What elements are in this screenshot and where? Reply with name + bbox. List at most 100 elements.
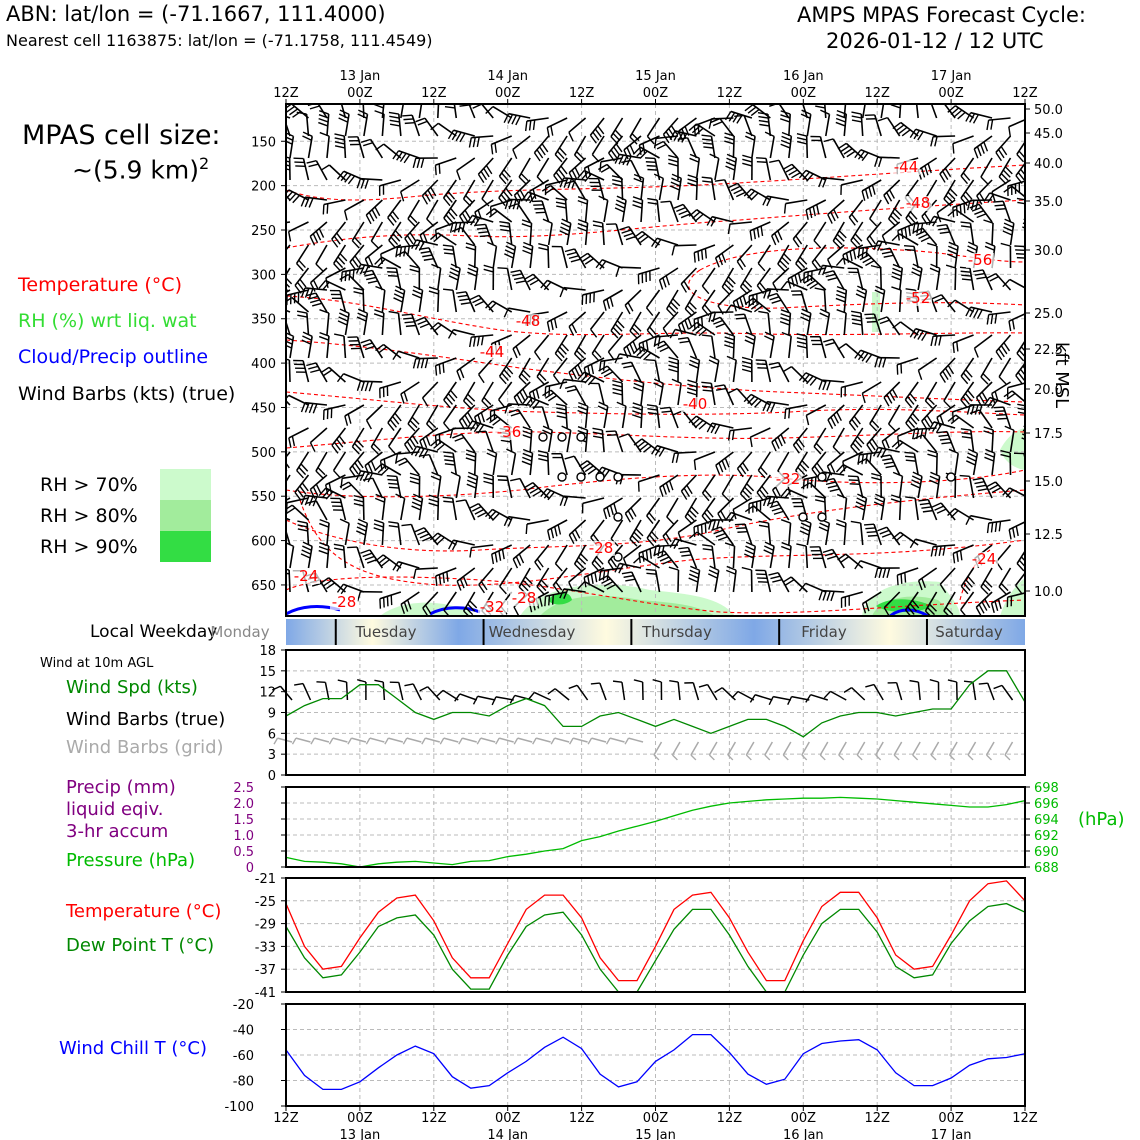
calm-circle	[613, 512, 623, 522]
barb-feather	[407, 423, 416, 432]
barb-feather	[339, 312, 349, 318]
barb-feather	[673, 539, 680, 549]
wind-barb	[418, 104, 423, 119]
barb-feather	[522, 426, 532, 431]
wind-barb	[365, 404, 383, 430]
barb-feather	[633, 438, 643, 446]
wind-barb	[503, 112, 531, 126]
barb-feather	[309, 235, 316, 246]
barb-feather	[657, 343, 667, 350]
wind-barb	[615, 266, 642, 277]
wind-barb	[309, 427, 328, 452]
barb-feather	[308, 288, 314, 299]
barb-feather	[597, 405, 608, 411]
barb-feather	[463, 400, 472, 409]
barb-staff	[459, 693, 478, 701]
barb-feather	[915, 230, 926, 237]
barb-feather	[362, 142, 373, 147]
barb-feather	[949, 754, 956, 761]
barb-feather	[747, 395, 756, 405]
barb-feather	[800, 113, 811, 119]
barb-feather	[387, 274, 399, 277]
barb-feather	[442, 573, 445, 584]
wind-barb-true	[547, 688, 570, 701]
barb-feather	[651, 531, 659, 540]
barb-feather	[835, 523, 846, 528]
temperature-contour-label: -28	[332, 593, 357, 611]
kft-tick-label: 22.5	[1034, 343, 1063, 358]
barb-feather	[311, 582, 322, 587]
bottom-time-tick: 12Z	[569, 1111, 595, 1126]
barb-feather	[838, 754, 845, 761]
barb-feather	[724, 136, 735, 141]
barb-feather	[465, 449, 476, 454]
barb-feather	[927, 242, 938, 247]
barb-feather	[856, 754, 863, 761]
barb-feather	[269, 392, 278, 397]
barb-feather	[419, 686, 428, 692]
barb-feather	[519, 391, 526, 401]
wind-barb	[624, 497, 642, 523]
barb-feather	[654, 239, 662, 249]
wind-barb	[717, 289, 734, 315]
barb-feather	[990, 399, 998, 409]
barb-feather	[726, 565, 737, 571]
wind-barb	[791, 290, 809, 313]
legend-rh80: RH > 80%	[40, 505, 138, 527]
barb-feather	[342, 484, 352, 491]
barb-staff	[607, 334, 624, 353]
barb-feather	[956, 551, 959, 562]
wind-barb-true	[435, 689, 459, 701]
barb-feather	[401, 313, 412, 316]
wind-barb-true	[698, 683, 718, 701]
barb-feather	[309, 442, 316, 452]
wind-barb	[890, 494, 902, 521]
barb-feather	[564, 248, 575, 253]
barb-feather	[390, 236, 399, 246]
barb-feather	[373, 313, 384, 318]
barb-feather	[770, 575, 781, 580]
wind-barb	[848, 199, 864, 226]
wind-barb	[510, 269, 531, 291]
wind-barb	[741, 566, 753, 593]
barb-feather	[375, 143, 385, 151]
wind-barb	[869, 199, 882, 227]
wind-barb	[339, 273, 365, 291]
barb-feather	[857, 351, 865, 361]
barb-feather	[336, 170, 345, 180]
barb-feather	[797, 140, 808, 145]
barb-staff	[427, 686, 441, 701]
barb-feather	[968, 448, 978, 454]
barb-feather	[534, 351, 541, 361]
barb-feather	[886, 394, 893, 404]
wind-barb	[904, 591, 920, 616]
barb-feather	[454, 693, 461, 702]
barb-feather	[443, 451, 454, 454]
barb-staff	[370, 221, 384, 242]
barb-feather	[409, 268, 420, 273]
barb-feather	[782, 163, 793, 170]
wind-barb	[847, 267, 864, 291]
barb-feather	[700, 316, 704, 327]
wind-barb	[568, 117, 587, 142]
barb-feather	[998, 348, 1005, 358]
barb-feather	[503, 369, 512, 378]
barb-feather	[1017, 411, 1025, 415]
wind-barb	[892, 321, 919, 336]
barb-feather	[983, 219, 994, 224]
legend-local-weekday: Local Weekday	[90, 622, 218, 642]
calm-circle	[817, 512, 827, 522]
wind-barb	[607, 135, 624, 162]
barb-feather	[610, 149, 618, 159]
barb-feather	[395, 285, 405, 291]
barb-staff	[418, 104, 423, 119]
wind-barb	[521, 448, 534, 476]
barb-staff	[547, 223, 553, 246]
barb-feather	[892, 531, 901, 540]
barb-feather	[353, 236, 362, 246]
barb-staff	[1014, 571, 1025, 586]
barb-feather	[286, 168, 291, 171]
barb-staff	[865, 458, 882, 476]
barb-feather	[1004, 425, 1015, 431]
barb-feather	[750, 397, 759, 406]
